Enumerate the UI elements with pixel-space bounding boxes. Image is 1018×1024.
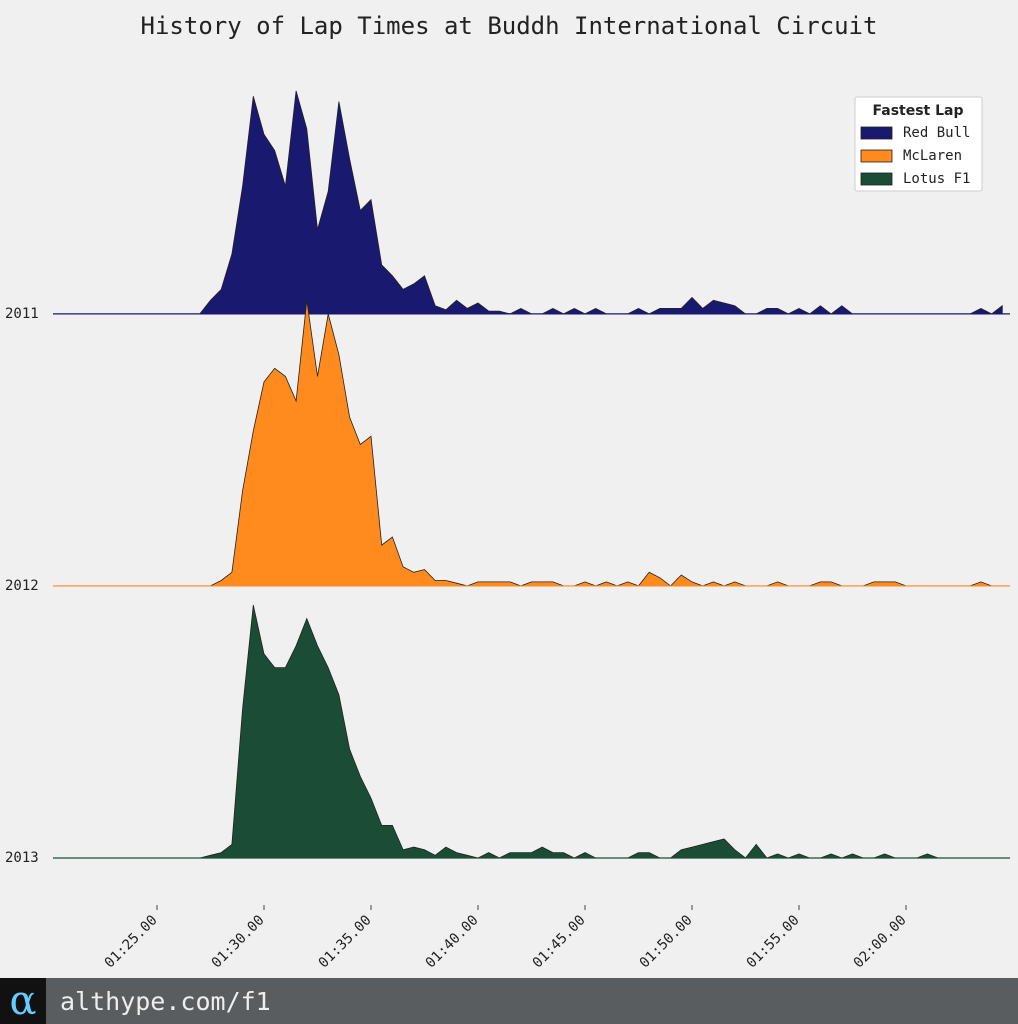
legend-label: Lotus F1	[903, 171, 970, 187]
x-tick-label: 01:35.00	[316, 912, 375, 971]
x-tick-label: 01:50.00	[637, 912, 696, 971]
x-tick-label: 02:00.00	[851, 912, 910, 971]
legend: Fastest Lap Red Bull McLaren Lotus F1	[854, 96, 983, 192]
ridge-area	[135, 300, 1003, 587]
y-tick-label: 2013	[5, 850, 39, 866]
x-tick-label: 01:55.00	[744, 912, 803, 971]
y-tick-label: 2012	[5, 578, 39, 594]
legend-label: Red Bull	[903, 125, 970, 141]
footer-text: althype.com/f1	[60, 986, 271, 1016]
legend-box	[854, 96, 983, 192]
x-tick-label: 01:25.00	[102, 912, 161, 971]
footer: α althype.com/f1	[0, 978, 1018, 1024]
y-tick-label: 2011	[5, 306, 39, 322]
ridge-area	[135, 604, 1003, 859]
x-tick-label: 01:45.00	[530, 912, 589, 971]
legend-swatch	[860, 172, 893, 186]
legend-label: McLaren	[903, 148, 962, 164]
x-tick-label: 01:40.00	[423, 912, 482, 971]
x-tick-label: 01:30.00	[209, 912, 268, 971]
legend-swatch	[860, 149, 893, 163]
legend-title: Fastest Lap	[873, 103, 964, 119]
logo: α	[0, 978, 46, 1024]
chart-title: History of Lap Times at Buddh Internatio…	[141, 12, 878, 40]
chart: History of Lap Times at Buddh Internatio…	[5, 12, 1010, 971]
legend-swatch	[860, 126, 893, 140]
